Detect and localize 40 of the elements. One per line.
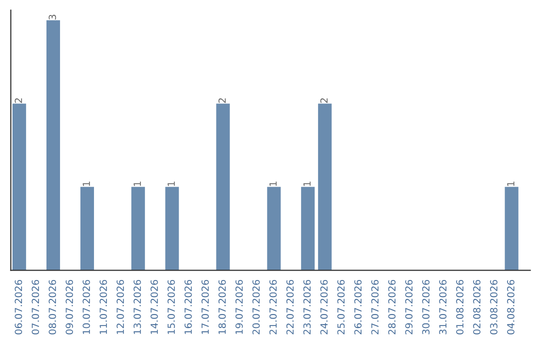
data-label: 3 <box>48 14 56 20</box>
x-tick-label: 17.07.2026 <box>201 280 209 334</box>
x-tick-label: 02.08.2026 <box>473 280 480 334</box>
x-tick-label: 12.07.2026 <box>116 280 124 334</box>
data-label: 1 <box>303 182 311 186</box>
x-tick-label: 24.07.2026 <box>320 280 328 334</box>
data-label: 1 <box>507 182 514 186</box>
x-tick-label: 23.07.2026 <box>303 280 311 334</box>
x-tick-label: 15.07.2026 <box>168 280 175 334</box>
data-label: 2 <box>320 98 328 103</box>
data-label: 1 <box>134 182 141 186</box>
x-tick-label: 22.07.2026 <box>286 280 294 334</box>
x-tick-label: 18.07.2026 <box>218 280 226 334</box>
x-tick-label: 27.07.2026 <box>371 280 379 334</box>
x-tick-label: 21.07.2026 <box>269 280 277 334</box>
x-tick-label: 06.07.2026 <box>14 280 22 334</box>
data-label: 1 <box>82 182 90 186</box>
x-tick-label: 25.07.2026 <box>337 280 345 334</box>
x-tick-label: 31.07.2026 <box>439 280 447 334</box>
data-label: 2 <box>218 98 226 103</box>
x-tick-label: 07.07.2026 <box>32 280 40 334</box>
x-tick-label: 03.08.2026 <box>490 280 498 334</box>
x-tick-label: 19.07.2026 <box>235 280 243 334</box>
x-tick-label: 14.07.2026 <box>150 280 158 334</box>
x-tick-label: 30.07.2026 <box>422 280 430 334</box>
data-label: 1 <box>168 182 175 186</box>
x-tick-label: 08.07.2026 <box>48 280 56 334</box>
x-tick-label: 01.08.2026 <box>456 280 464 334</box>
x-tick-label: 09.07.2026 <box>66 280 74 334</box>
x-tick-label: 20.07.2026 <box>252 280 260 334</box>
x-tick-label: 29.07.2026 <box>405 280 413 334</box>
x-tick-label: 26.07.2026 <box>354 280 362 334</box>
x-tick-label: 10.07.2026 <box>82 280 90 334</box>
x-tick-label: 04.08.2026 <box>507 280 514 334</box>
x-tick-label: 11.07.2026 <box>100 280 107 334</box>
x-tick-label: 16.07.2026 <box>184 280 192 334</box>
x-tick-label: 28.07.2026 <box>388 280 396 334</box>
data-label: 1 <box>270 182 277 186</box>
x-tick-label: 13.07.2026 <box>134 280 141 334</box>
data-label: 2 <box>14 98 22 103</box>
